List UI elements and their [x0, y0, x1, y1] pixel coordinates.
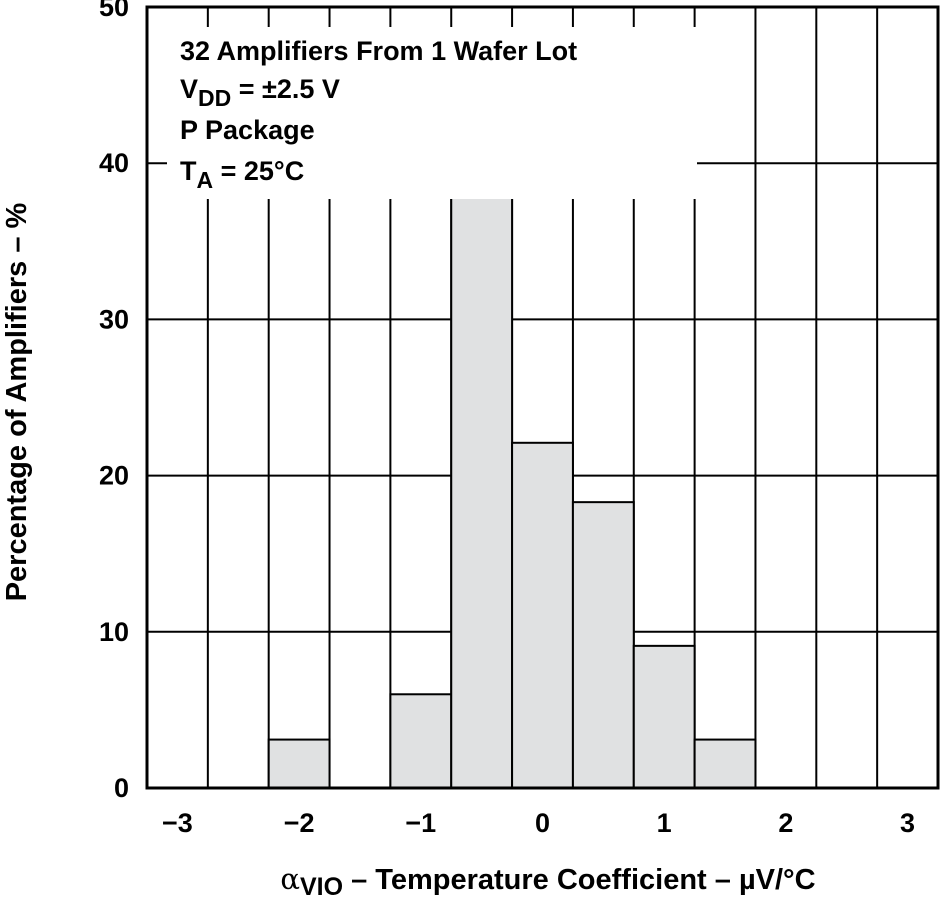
x-axis-symbol: α: [280, 862, 300, 896]
y-tick-label: 0: [114, 773, 129, 803]
annotation-line-3: P Package: [180, 115, 315, 145]
histogram-bar: [511, 441, 574, 789]
annotation-box: [167, 27, 697, 199]
annotation-line-2-rest: = ±2.5 V: [231, 74, 340, 104]
annotation-line-2-main: V: [180, 74, 198, 104]
histogram-bar: [450, 196, 514, 789]
plot-frame: [145, 5, 940, 790]
y-tick-label: 50: [99, 0, 129, 22]
y-tick-label: 30: [99, 304, 129, 334]
x-tick-label: 0: [535, 808, 550, 838]
x-tick-label: 3: [900, 808, 915, 838]
x-tick-label: −2: [284, 808, 315, 838]
y-axis-title: Percentage of Amplifiers – %: [1, 202, 33, 601]
x-axis-title: αVIO – Temperature Coefficient – µV/°C: [280, 862, 815, 898]
x-tick-labels: −3 −2 −1 0 1 2 3: [162, 808, 915, 838]
x-tick-label: 2: [778, 808, 793, 838]
y-tick-label: 40: [99, 148, 129, 178]
x-tick-label: −3: [162, 808, 193, 838]
annotation-line-4: TA = 25°C: [180, 156, 304, 193]
histogram-bar: [693, 738, 757, 790]
histogram-bar: [632, 644, 696, 789]
y-tick-label: 10: [99, 617, 129, 647]
annotation-line-4-sub: A: [197, 167, 214, 193]
histogram-bar: [389, 693, 453, 790]
histogram-bar: [267, 738, 331, 790]
x-axis-subscript: VIO: [300, 873, 343, 898]
annotation-line-4-main: T: [180, 156, 197, 186]
histogram-bar: [571, 501, 635, 789]
y-tick-labels: 0 10 20 30 40 50: [99, 0, 129, 803]
x-tick-label: 1: [657, 808, 672, 838]
annotation-line-1: 32 Amplifiers From 1 Wafer Lot: [180, 36, 577, 66]
annotation-line-4-rest: = 25°C: [213, 156, 304, 186]
y-tick-label: 20: [99, 461, 129, 491]
annotation-line-2: VDD = ±2.5 V: [180, 74, 340, 111]
x-axis-text: – Temperature Coefficient – µV/°C: [343, 864, 816, 896]
annotation-line-2-sub: DD: [198, 85, 231, 111]
histogram-bars: [267, 196, 757, 790]
x-tick-label: −1: [405, 808, 436, 838]
